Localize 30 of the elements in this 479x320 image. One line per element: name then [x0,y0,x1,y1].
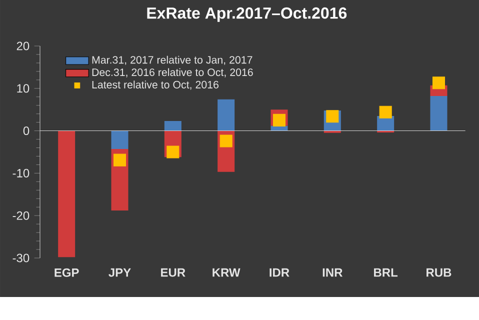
point [326,110,339,123]
bar [111,130,128,150]
bar [58,130,76,258]
y-tick-label: -10 [12,168,30,178]
x-tick-label: EUR [161,268,186,277]
y-tick-label: 10 [17,84,30,93]
x-tick-label: RUB [426,268,452,277]
legend-label: Mar.31, 2017 relative to Jan, 2017 [92,56,252,65]
y-tick-label: 0 [23,126,30,136]
point [166,146,180,158]
chart-title: ExRate Apr.2017–Oct.2016 [147,7,347,22]
x-tick-label: INR [322,268,343,277]
legend-label: Dec.31, 2016 relative to Oct, 2016 [92,68,253,78]
point [220,134,232,148]
y-tick-label: -20 [12,211,30,220]
point [113,154,126,166]
x-tick-label: EGP [54,268,79,277]
point [272,114,286,126]
bar [218,99,235,131]
legend-label: Latest relative to Oct, 2016 [92,80,218,90]
y-tick-label: 20 [16,42,30,50]
bar [430,96,448,131]
x-tick-label: KRW [212,268,240,277]
point [432,76,446,90]
point [379,106,392,118]
y-tick-label: -30 [12,254,30,262]
x-tick-label: IDR [270,268,290,277]
x-tick-label: JPY [108,268,131,277]
bar [164,121,182,131]
x-tick-label: BRL [374,268,398,277]
